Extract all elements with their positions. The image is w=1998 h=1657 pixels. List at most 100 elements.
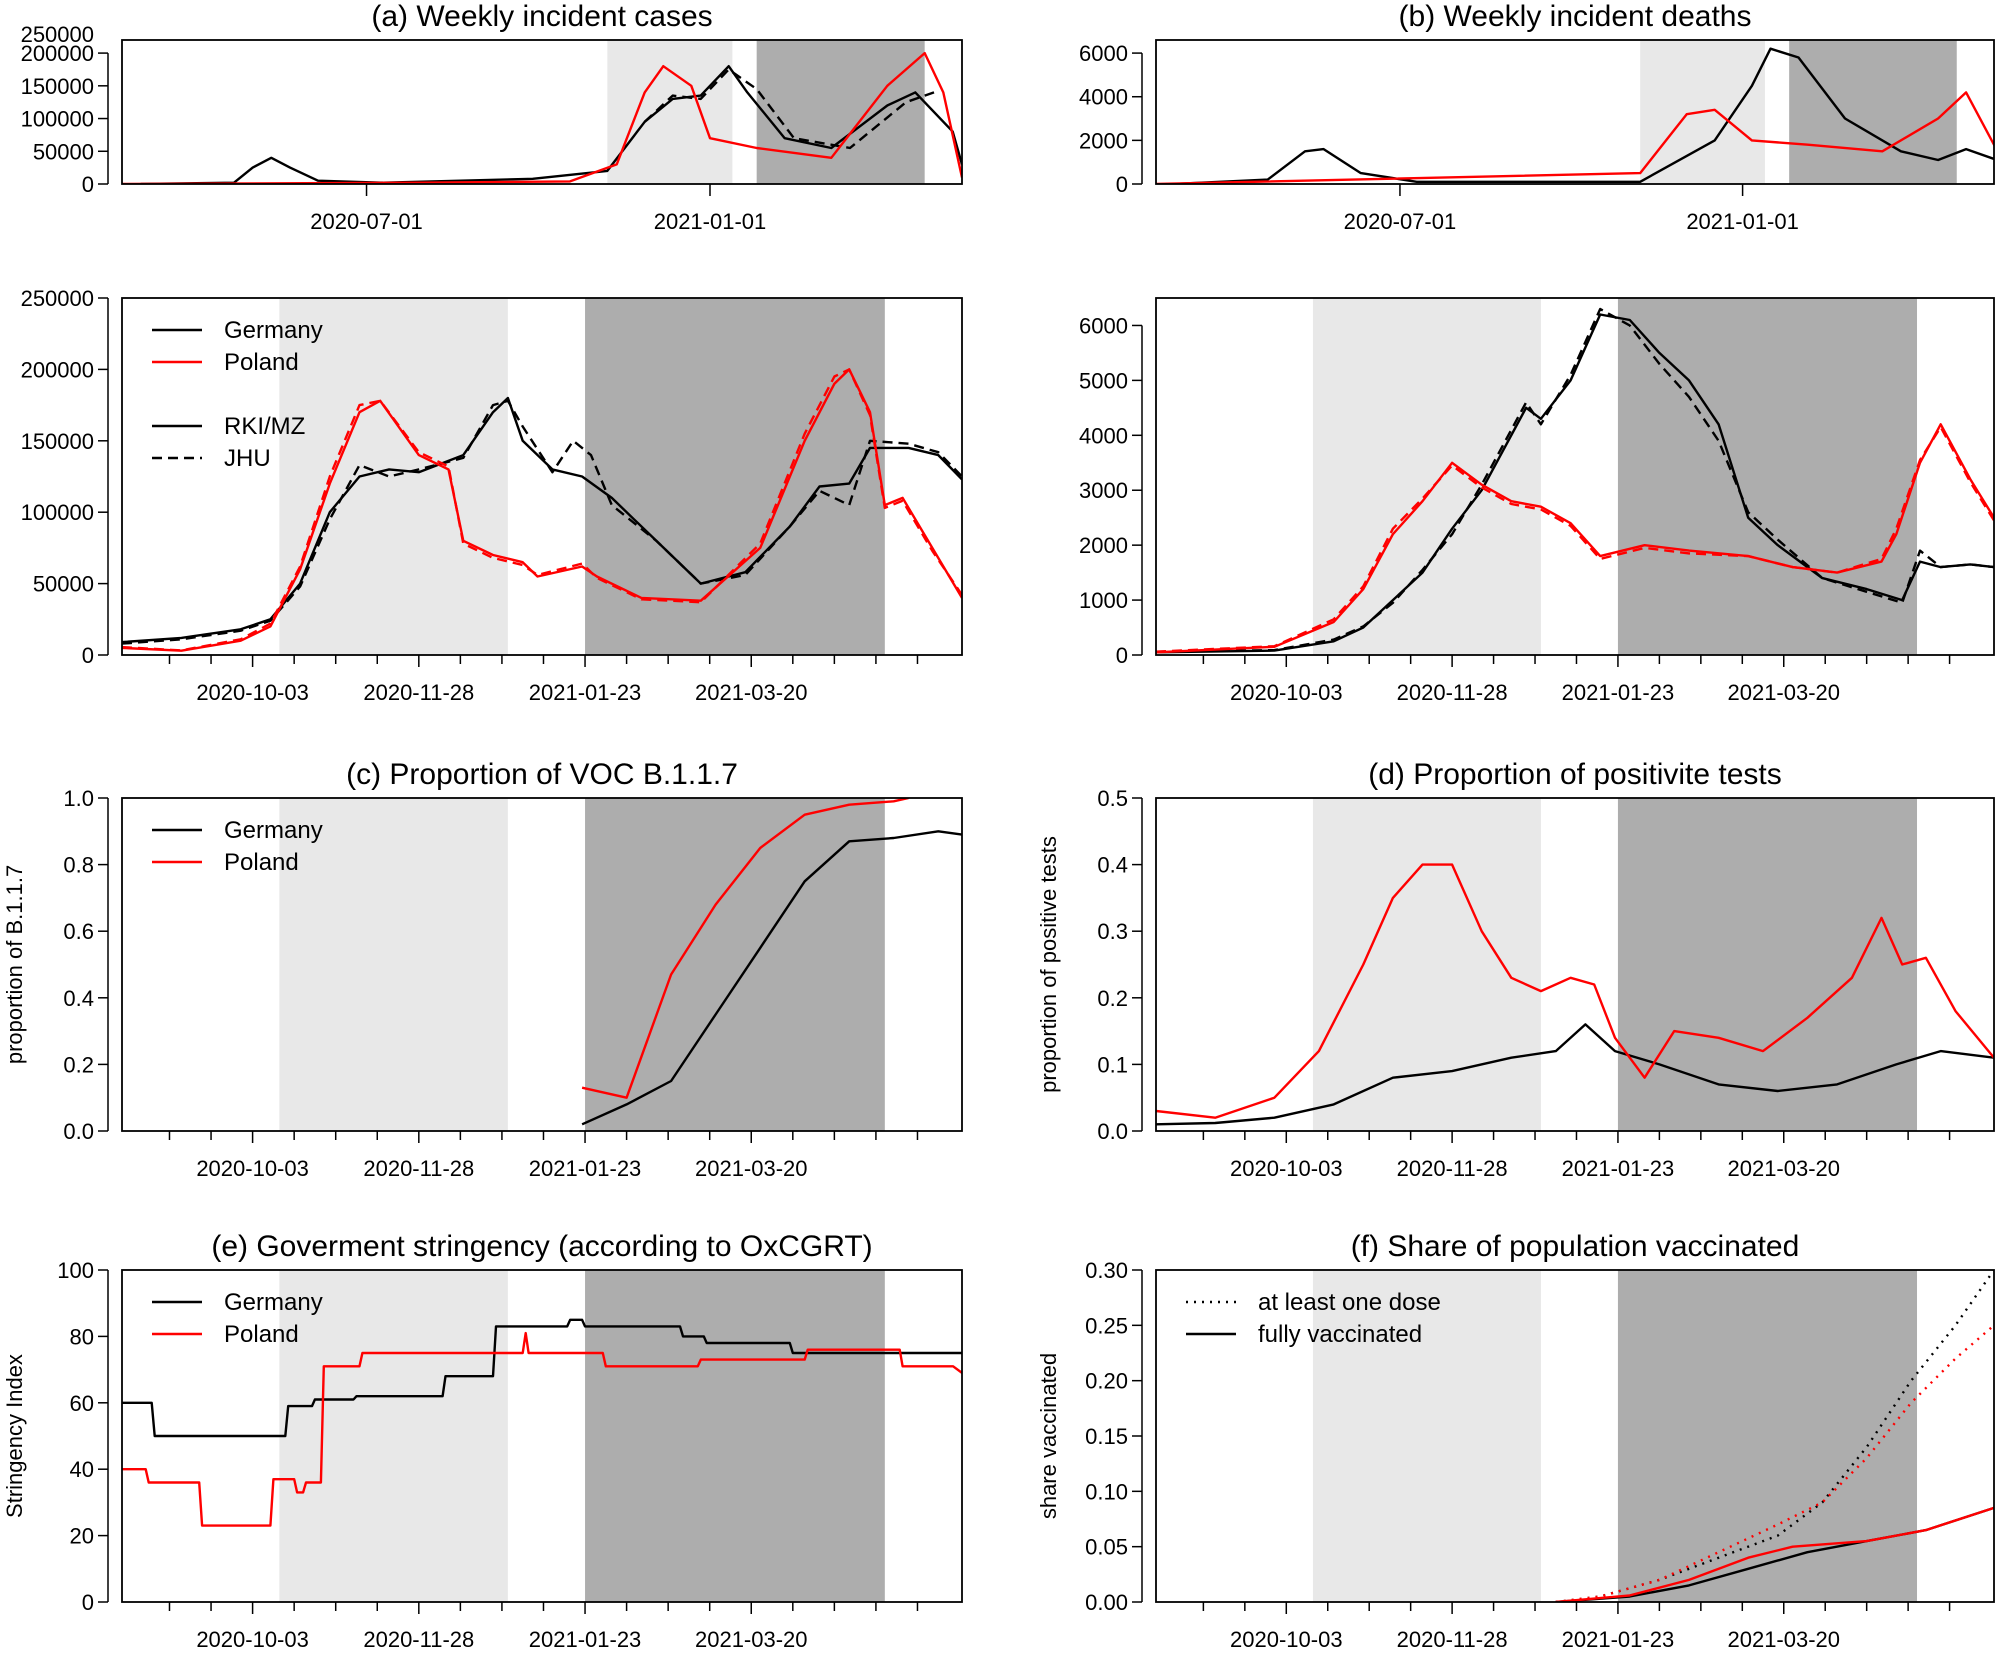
y-tick-label: 0.8: [63, 853, 94, 878]
y-tick-label: 0.5: [1097, 786, 1128, 811]
x-tick-label: 2021-03-20: [695, 1156, 808, 1181]
shade-period-dark: [585, 298, 885, 655]
shade-period-light: [1312, 798, 1541, 1131]
y-tick-label: 0: [82, 172, 94, 197]
series-germany-dashed: [122, 399, 962, 645]
series-poland-solid: [1156, 863, 1994, 1119]
plot-area: [279, 798, 962, 1131]
y-tick-label: 0.1: [1097, 1052, 1128, 1077]
y-axis-label: proportion of positive tests: [1036, 836, 1061, 1093]
series-poland-solid: [122, 51, 962, 184]
y-tick-label: 0.2: [1097, 986, 1128, 1011]
y-axis-label: Stringency Index: [2, 1354, 27, 1518]
series-germany-solid: [122, 396, 962, 644]
shade-period-dark: [1789, 40, 1957, 184]
y-tick-label: 20: [70, 1524, 94, 1549]
plot-area: [122, 40, 962, 184]
x-tick-label: 2021-01-23: [1562, 680, 1675, 705]
legend-label: Germany: [224, 1289, 323, 1316]
plot-area: [1156, 798, 1994, 1131]
x-tick-label: 2021-01-23: [1562, 1627, 1675, 1652]
series-poland-solid: [1555, 1506, 1994, 1602]
shade-period-light: [279, 298, 508, 655]
y-tick-label: 0.2: [63, 1052, 94, 1077]
plot-area: [122, 298, 962, 655]
y-tick-label: 2000: [1079, 128, 1128, 153]
shade-period-dark: [1617, 1270, 1918, 1602]
y-tick-label: 0.0: [1097, 1119, 1128, 1144]
x-tick-label: 2021-03-20: [1727, 680, 1840, 705]
y-tick-label: 2000: [1079, 533, 1128, 558]
y-tick-label: 0.15: [1085, 1424, 1128, 1449]
y-axis-label: proportion of B.1.1.7: [2, 865, 27, 1064]
y-tick-label: 100000: [21, 107, 94, 132]
series-poland-solid: [1156, 423, 1994, 654]
y-tick-label: 1.0: [63, 786, 94, 811]
legend-label: fully vaccinated: [1258, 1321, 1422, 1348]
x-tick-label: 2021-01-23: [1562, 1156, 1675, 1181]
panel-e-stringency: 0 20 40 60 80 100 2020-10-03 2020-11-28 2021-01-…: [2, 1230, 963, 1652]
y-tick-label: 200000: [21, 357, 94, 382]
y-tick-label: 6000: [1079, 313, 1128, 338]
x-tick-label: 2021-01-23: [529, 1627, 642, 1652]
x-tick-label: 2021-01-23: [529, 680, 642, 705]
legend-label: Poland: [224, 349, 299, 376]
y-tick-label: 200000: [21, 41, 94, 66]
y-tick-label: 0.00: [1085, 1590, 1128, 1615]
legend-label: Poland: [224, 1321, 299, 1348]
x-tick-label: 2020-10-03: [1230, 680, 1343, 705]
x-tick-label: 2020-11-28: [1397, 1627, 1508, 1652]
panel-title: (f) Share of population vaccinated: [1351, 1230, 1800, 1263]
y-tick-label: 150000: [21, 74, 94, 99]
plot-frame: [1155, 297, 1995, 656]
y-tick-label: 0: [82, 1590, 94, 1615]
plot-frame: [121, 39, 963, 185]
series-poland-dashed: [122, 368, 962, 652]
y-tick-label: 250000: [21, 286, 94, 311]
panel-c-voc-proportion: 0.0 0.2 0.4 0.6 0.8 1.0 2020-10-03 2020-11-28 20…: [2, 758, 963, 1181]
panel-title: (d) Proportion of positivite tests: [1368, 758, 1782, 791]
x-tick-label: 2020-11-28: [363, 1627, 474, 1652]
panel-b-weekly-deaths-overview: 0 2000 4000 6000 2020-07-01 2021-01-01 (b) Wee…: [1079, 0, 1995, 234]
plot-area: [1312, 1270, 1994, 1602]
plot-frame: [1155, 1269, 1995, 1603]
plot-frame: [1155, 39, 1995, 185]
shade-period-dark: [756, 40, 925, 184]
y-tick-label: 0.05: [1085, 1535, 1128, 1560]
plot-frame: [121, 797, 963, 1132]
y-tick-label: 0.0: [63, 1119, 94, 1144]
x-tick-label: 2020-11-28: [1397, 1156, 1508, 1181]
x-tick-label: 2020-10-03: [1230, 1156, 1343, 1181]
series-germany-solid: [140, 65, 962, 184]
y-tick-label: 4000: [1079, 423, 1128, 448]
x-tick-label: 2021-03-20: [695, 680, 808, 705]
plot-area: [1156, 298, 1994, 655]
y-tick-label: 0.20: [1085, 1369, 1128, 1394]
series-poland-dashed: [1156, 425, 1994, 653]
y-tick-label: 150000: [21, 429, 94, 454]
y-tick-label: 50000: [33, 139, 94, 164]
plot-frame: [1155, 797, 1995, 1132]
series-germany-dashed: [643, 68, 935, 150]
series-germany-solid: [122, 1318, 962, 1438]
x-tick-label: 2021-01-23: [529, 1156, 642, 1181]
y-tick-label: 0.6: [63, 919, 94, 944]
y-tick-label: 5000: [1079, 368, 1128, 393]
x-tick-label: 2020-10-03: [1230, 1627, 1343, 1652]
x-tick-label: 2021-01-01: [1686, 209, 1799, 234]
plot-area: [122, 1270, 962, 1602]
y-tick-label: 0.4: [63, 986, 94, 1011]
x-tick-label: 2021-03-20: [695, 1627, 808, 1652]
y-tick-label: 6000: [1079, 41, 1128, 66]
panel-title: (e) Goverment stringency (according to O…: [211, 1230, 872, 1263]
series-germany-solid: [1156, 1023, 1994, 1126]
y-tick-label: 3000: [1079, 478, 1128, 503]
shade-period-dark: [585, 798, 885, 1131]
shade-period-light: [1312, 298, 1541, 655]
legend-label: at least one dose: [1258, 1289, 1441, 1316]
y-tick-label: 0: [82, 643, 94, 668]
panel-title: (a) Weekly incident cases: [371, 0, 712, 33]
legend-label: RKI/MZ: [224, 413, 305, 440]
plot-area: [1156, 40, 1994, 184]
